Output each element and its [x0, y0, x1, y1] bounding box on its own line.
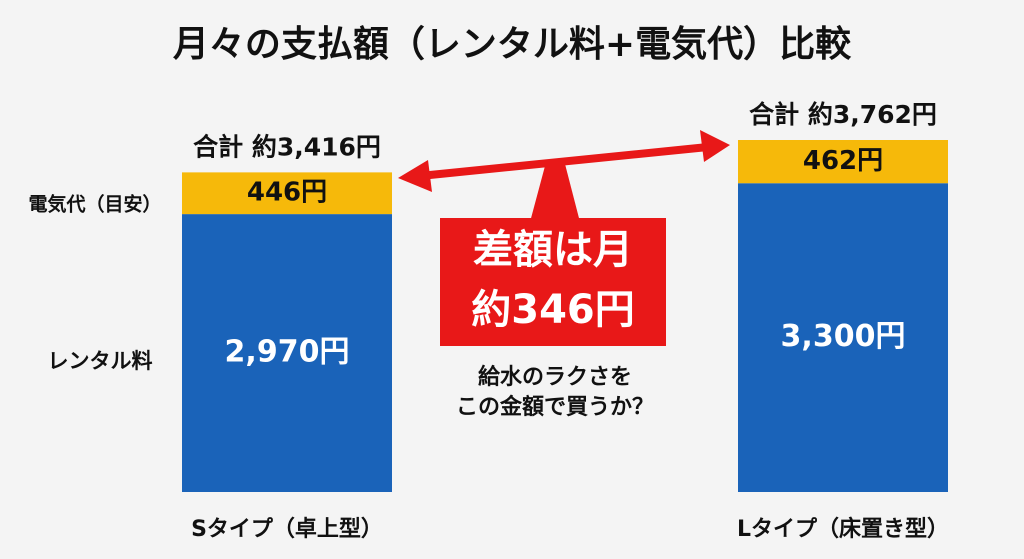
total-label: 合計 約3,762円: [749, 100, 937, 129]
difference-label: 差額は月: [473, 227, 633, 273]
bar-segment: [738, 183, 948, 492]
chart-title: 月々の支払額（レンタル料+電気代）比較: [173, 24, 852, 65]
value-label: 3,300円: [781, 319, 906, 354]
x-tick-label: Sタイプ（卓上型）: [191, 517, 383, 542]
difference-label: 約346円: [471, 287, 635, 333]
x-tick-label: Lタイプ（床置き型）: [737, 516, 949, 542]
legend-label: 電気代（目安）: [28, 193, 161, 216]
question-text: この金額で買うか？: [456, 394, 654, 420]
value-label: 446円: [247, 178, 327, 208]
value-label: 2,970円: [225, 335, 350, 370]
bar-segment: [738, 140, 948, 184]
legend-label: レンタル料: [48, 349, 153, 373]
difference-arrow: [398, 130, 730, 346]
question-text: 給水のラクさを: [478, 364, 632, 390]
bar-segment: [182, 172, 392, 215]
bar-segment: [182, 214, 392, 492]
value-label: 462円: [803, 146, 883, 176]
total-label: 合計 約3,416円: [193, 132, 381, 161]
